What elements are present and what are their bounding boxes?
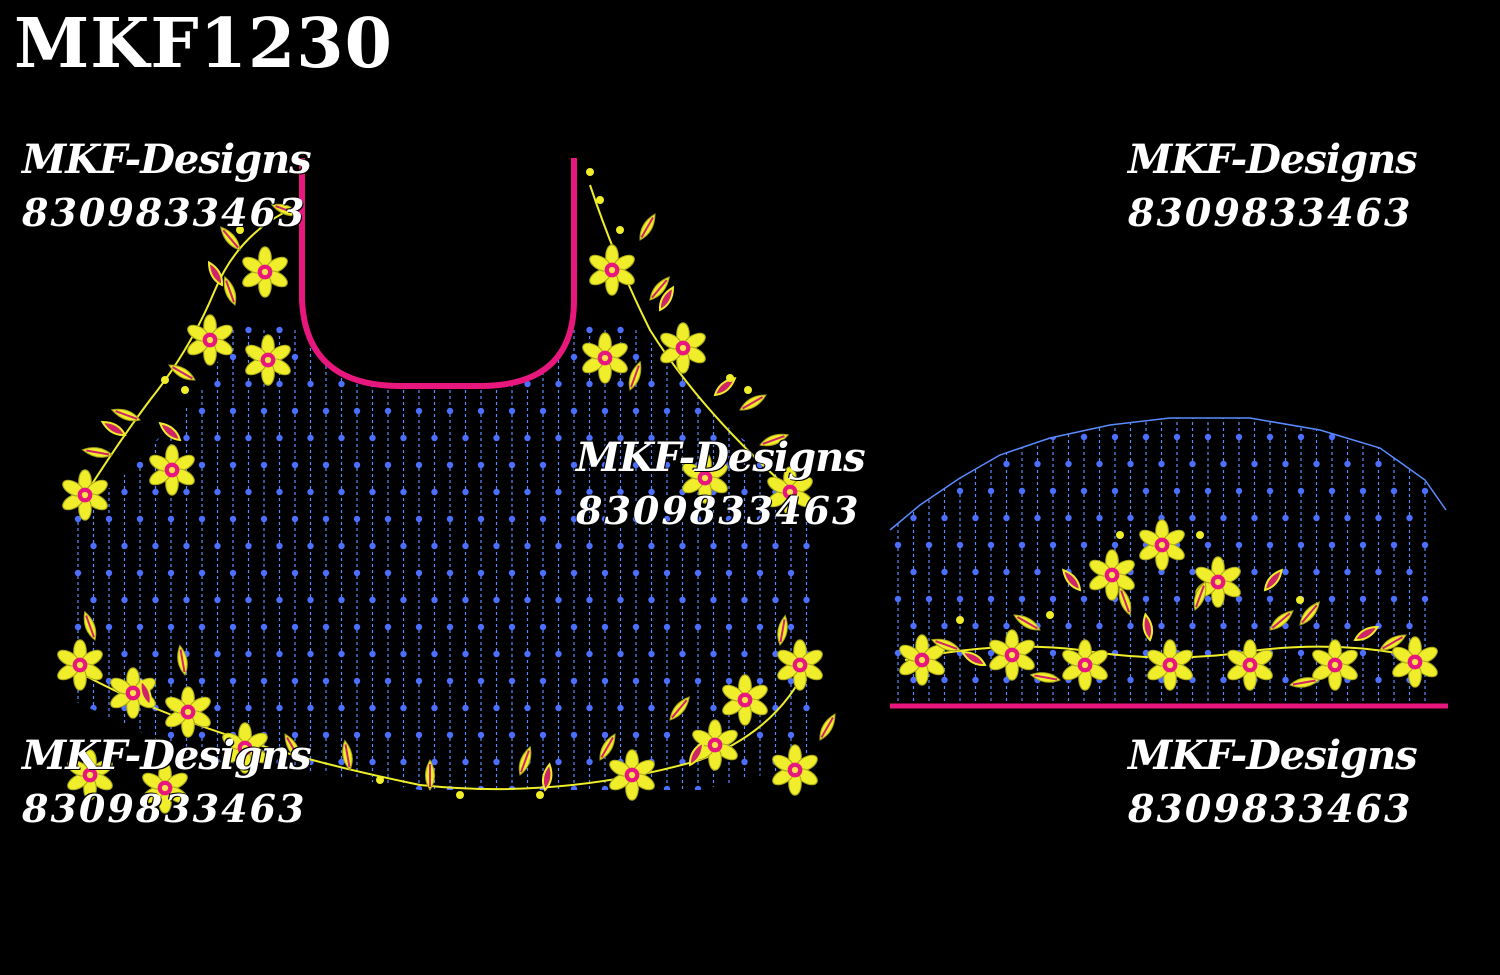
watermark-phone: 8309833463 [22, 190, 307, 235]
watermark-brand: MKF-Designs [1128, 136, 1418, 183]
watermark-brand: MKF-Designs [1128, 732, 1418, 779]
front-neckline [299, 158, 577, 389]
watermark-bottom-left: MKF-Designs 8309833463 [22, 732, 312, 831]
design-code: MKF1230 [14, 4, 393, 84]
watermark-phone: 8309833463 [576, 488, 861, 533]
watermark-top-right: MKF-Designs 8309833463 [1128, 136, 1418, 235]
sleeve-top-edge [889, 417, 1447, 531]
watermark-brand: MKF-Designs [22, 732, 312, 779]
watermark-phone: 8309833463 [1128, 786, 1413, 831]
watermark-brand: MKF-Designs [22, 136, 312, 183]
watermark-bottom-right: MKF-Designs 8309833463 [1128, 732, 1418, 831]
watermark-brand: MKF-Designs [576, 434, 866, 481]
watermark-phone: 8309833463 [22, 786, 307, 831]
floral-embroidery [54, 168, 1441, 814]
watermark-top-left: MKF-Designs 8309833463 [22, 136, 312, 235]
watermark-phone: 8309833463 [1128, 190, 1413, 235]
watermark-center: MKF-Designs 8309833463 [576, 434, 866, 533]
